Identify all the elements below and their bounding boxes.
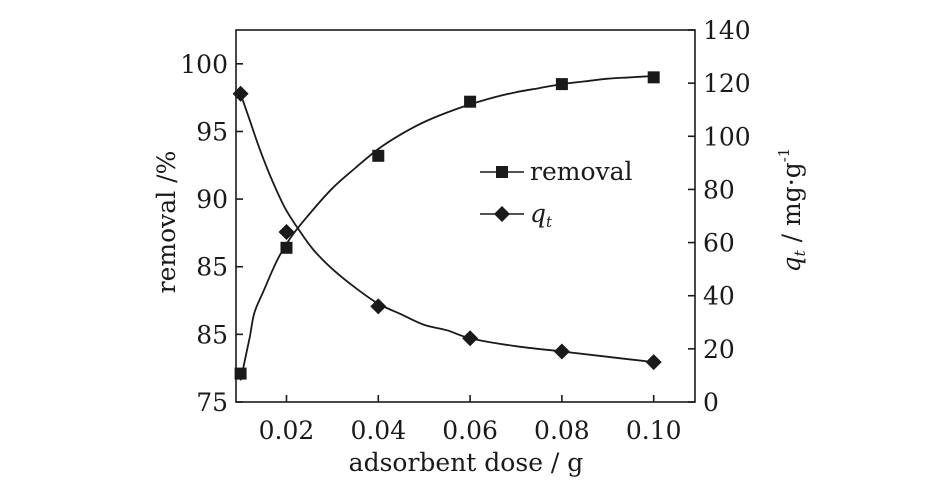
x-tick-label: 0.06 — [442, 416, 498, 445]
x-tick-label: 0.04 — [350, 416, 406, 445]
data-point-qt — [462, 330, 479, 347]
left-y-tick-label: 100 — [180, 50, 228, 79]
left-y-tick-label: 95 — [196, 117, 228, 146]
right-y-tick-label: 0 — [703, 388, 719, 417]
right-y-tick-label: 60 — [703, 229, 735, 258]
plot-frame — [235, 29, 696, 403]
data-point-removal — [647, 71, 660, 84]
fit-curve-qt — [239, 93, 654, 363]
x-axis-ticks: 0.02 0.04 0.06 0.08 0.10 — [259, 395, 682, 445]
legend-marker-square — [496, 166, 508, 178]
x-tick-label: 0.10 — [626, 416, 682, 445]
data-point-removal — [280, 241, 293, 254]
x-axis-title: adsorbent dose / g — [349, 448, 584, 477]
x-tick-label: 0.08 — [534, 416, 590, 445]
data-point-qt — [278, 223, 295, 240]
right-y-tick-label: 80 — [703, 175, 735, 204]
data-point-removal — [464, 95, 477, 108]
right-y-axis-title-sup: -1 — [775, 148, 793, 163]
data-point-qt — [232, 85, 249, 102]
legend-label-q: q — [530, 199, 546, 228]
left-y-tick-label: 85 — [196, 320, 228, 349]
legend-label-removal: removal — [530, 157, 633, 186]
legend-label-sub: t — [546, 213, 553, 231]
data-point-qt — [553, 343, 570, 360]
fit-curves — [239, 75, 654, 381]
data-point-qt — [370, 298, 387, 315]
right-y-axis-title-q: q — [777, 256, 806, 272]
left-y-tick-label: 90 — [196, 185, 228, 214]
right-y-tick-label: 120 — [703, 69, 751, 98]
right-y-axis-title-sub: t — [791, 249, 809, 256]
right-y-tick-label: 140 — [703, 16, 751, 45]
legend-marker-diamond — [494, 206, 510, 222]
left-y-tick-label: 85 — [196, 253, 228, 282]
right-y-axis-ticks: 0 20 40 60 80 100 120 140 — [688, 16, 751, 417]
legend-item-removal: removal — [480, 157, 633, 186]
data-point-removal — [372, 149, 385, 162]
right-y-tick-label: 40 — [703, 282, 735, 311]
fit-curve-removal — [239, 75, 654, 381]
data-point-removal — [234, 367, 247, 380]
data-markers — [232, 71, 662, 380]
right-y-tick-label: 100 — [703, 122, 751, 151]
legend-item-qt: qt — [480, 199, 553, 231]
data-point-removal — [555, 78, 568, 91]
x-tick-label: 0.02 — [259, 416, 315, 445]
legend: removal qt — [480, 157, 633, 231]
left-y-tick-label: 75 — [196, 388, 228, 417]
right-y-tick-label: 20 — [703, 335, 735, 364]
left-y-axis-ticks: 75 85 85 90 95 100 — [180, 50, 243, 417]
right-y-axis-title-unit: / mg·g — [777, 162, 806, 250]
right-y-axis-title: qt / mg·g-1 — [775, 148, 809, 273]
data-point-qt — [645, 354, 662, 371]
legend-label-qt: qt — [530, 199, 553, 231]
left-y-axis-title: removal /% — [152, 151, 181, 294]
